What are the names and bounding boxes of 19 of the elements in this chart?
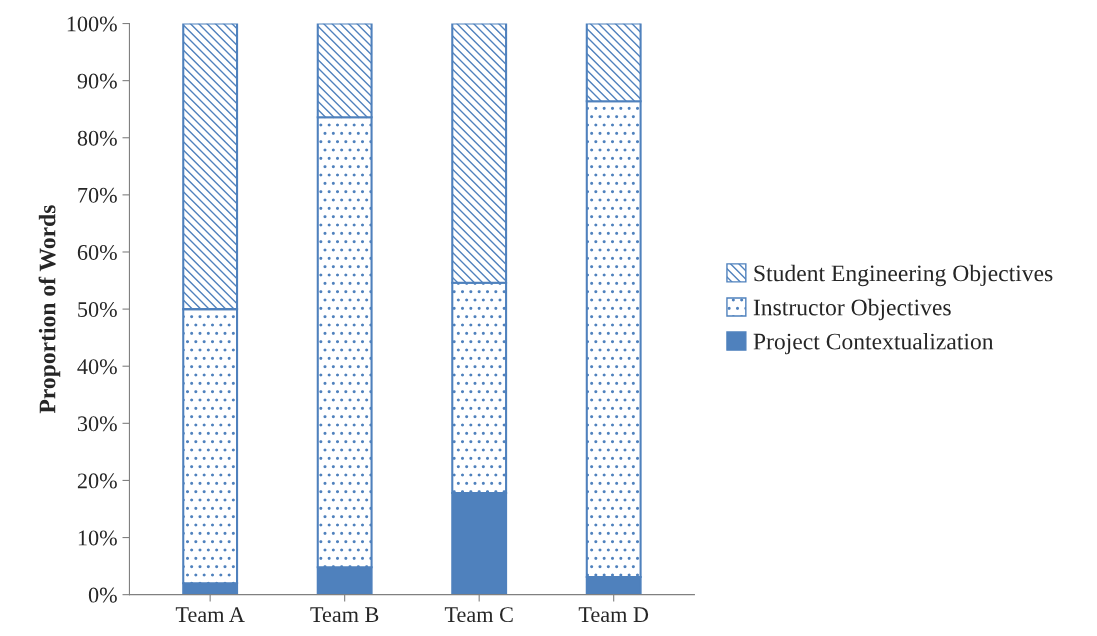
x-tick-label: Team B: [310, 607, 379, 623]
y-tick-label: 40%: [77, 359, 117, 375]
y-tick-label: 90%: [77, 73, 117, 89]
legend-label: Instructor Objectives: [753, 298, 951, 321]
y-tick-label: 80%: [77, 130, 117, 146]
y-tick-label: 70%: [78, 187, 117, 203]
x-tick-label: Team C: [444, 607, 513, 623]
legend-label: Project Contextualization: [753, 332, 994, 355]
y-tick-label: 60%: [77, 244, 117, 260]
y-tick-label: 20%: [77, 473, 117, 489]
x-tick-label: Team D: [578, 607, 649, 623]
y-tick-label: 50%: [78, 302, 117, 318]
legend-label: Student Engineering Objectives: [754, 264, 1053, 287]
y-tick-label: 10%: [78, 530, 117, 546]
y-tick-label: 0%: [88, 587, 117, 603]
y-axis-title: Proportion of Words: [38, 205, 61, 414]
y-tick-label: 30%: [77, 416, 117, 432]
x-tick-label: Team A: [175, 607, 245, 623]
y-tick-label: 100%: [67, 16, 117, 32]
